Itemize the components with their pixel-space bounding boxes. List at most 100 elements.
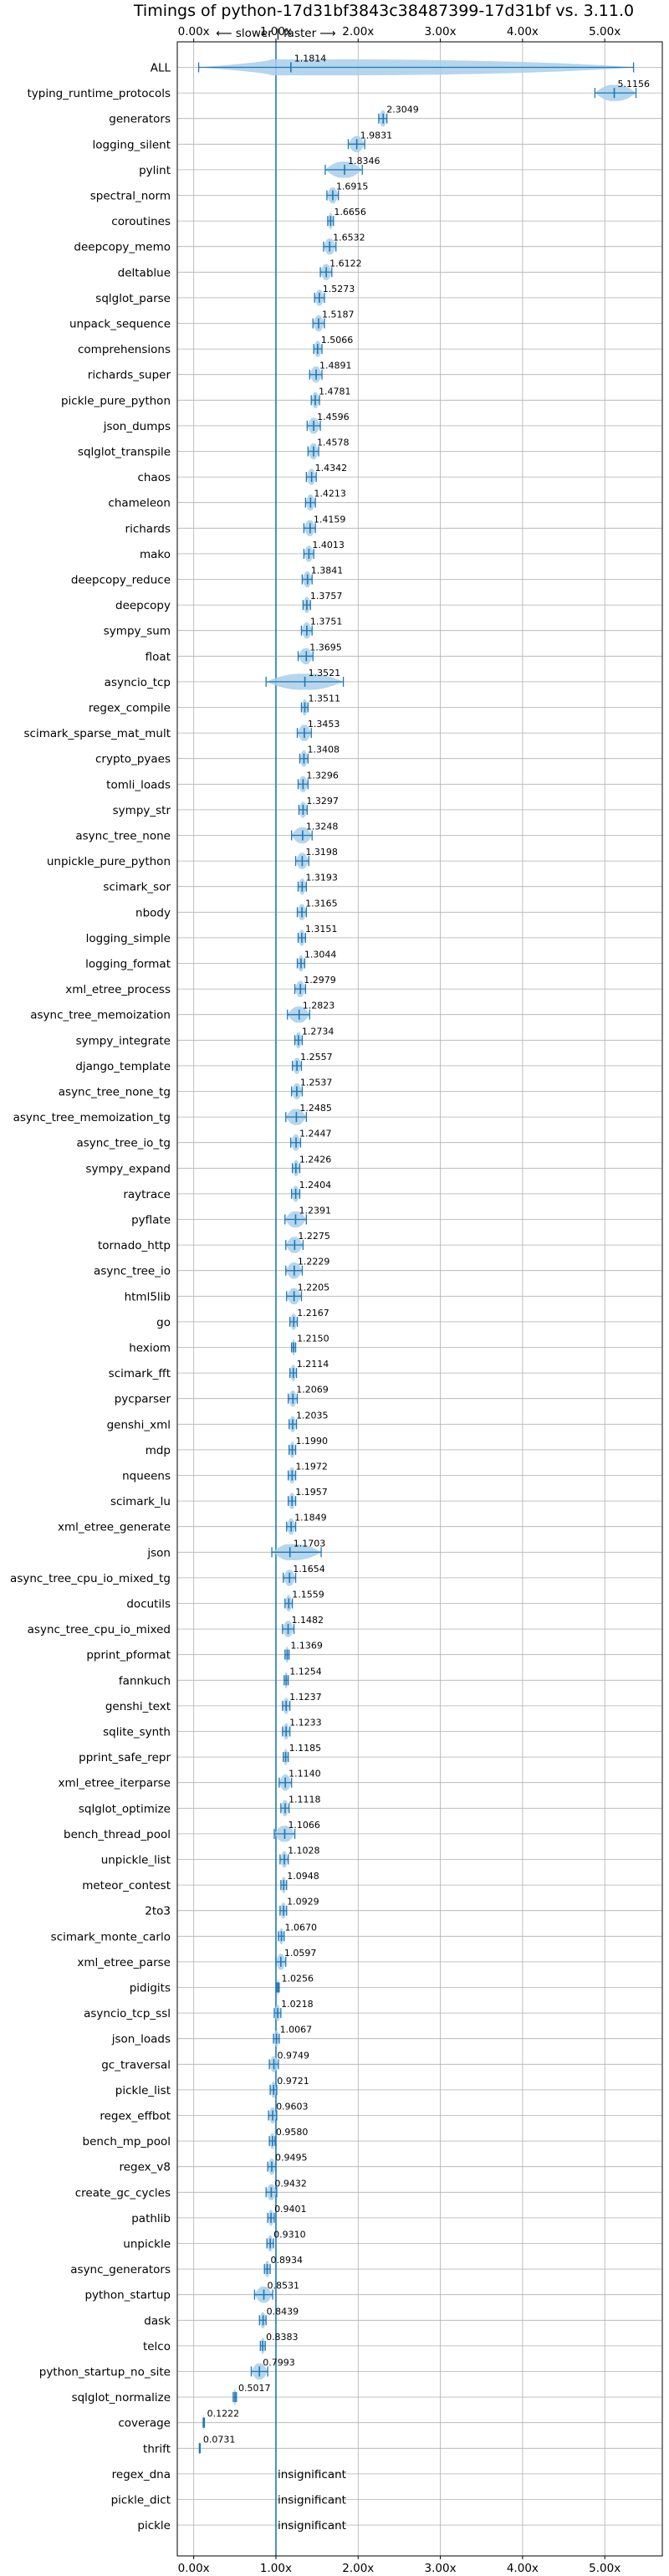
benchmark-name: unpickle <box>123 2238 171 2251</box>
median-value-label: 1.0067 <box>280 2025 313 2036</box>
median-value-label: 1.0597 <box>284 1948 317 1959</box>
violin-meteor_contest <box>280 1877 288 1893</box>
violin-xml_etree_generate <box>286 1518 297 1535</box>
median-value-label: 1.2404 <box>299 1180 332 1191</box>
violin-pyflate <box>284 1211 307 1228</box>
benchmark-name: comprehensions <box>78 343 171 356</box>
median-value-label: 1.2557 <box>300 1052 333 1063</box>
benchmark-name: pickle_pure_python <box>61 394 171 407</box>
median-value-label: 1.2167 <box>297 1308 329 1319</box>
median-value-label: 0.8439 <box>267 2306 299 2317</box>
median-value-label: 0.9401 <box>274 2204 307 2215</box>
violin-xml_etree_process <box>294 981 307 997</box>
violin-nbody <box>296 904 307 920</box>
benchmark-name: raytrace <box>123 1188 171 1201</box>
violin-sqlglot_transpile <box>307 443 319 460</box>
benchmark-name: sympy_expand <box>85 1162 171 1175</box>
violin-thrift <box>198 2440 201 2456</box>
benchmark-name: unpack_sequence <box>69 318 171 331</box>
benchmark-name: unpickle_list <box>101 1854 171 1867</box>
median-value-label: 5.1156 <box>618 79 651 90</box>
violin-dask <box>258 2312 267 2328</box>
benchmark-name: pprint_pformat <box>86 1649 171 1662</box>
median-value-label: 1.1118 <box>289 1794 321 1805</box>
benchmark-name: async_tree_none <box>75 830 171 843</box>
benchmark-name: docutils <box>126 1598 171 1611</box>
median-value-label: 1.1990 <box>296 1436 329 1447</box>
benchmark-name: async_tree_none_tg <box>59 1086 171 1099</box>
benchmark-name: logging_format <box>85 958 171 971</box>
violin-sqlglot_parse <box>314 289 325 306</box>
median-value-label: 1.3193 <box>305 873 338 883</box>
benchmark-name: python_startup <box>84 2289 171 2302</box>
benchmark-name: async_tree_io_tg <box>76 1137 171 1150</box>
median-value-label: 1.2035 <box>296 1410 329 1421</box>
violin-sqlglot_optimize <box>280 1800 290 1816</box>
benchmark-name: chaos <box>137 471 171 484</box>
median-value-label: 1.1028 <box>288 1846 320 1856</box>
median-value-label: 1.4781 <box>319 386 351 397</box>
x-axis-top-ticks: 0.00x 1.00x 2.00x 3.00x 4.00x 5.00x <box>178 25 620 42</box>
violin-python_startup_no_site <box>250 2363 268 2380</box>
benchmark-name: asyncio_tcp <box>105 676 171 689</box>
violin-regex_v8 <box>267 2159 277 2175</box>
violin-async_tree_none_tg <box>290 1083 304 1100</box>
violin-logging_silent <box>347 136 365 152</box>
x-tick-label-top: 5.00x <box>589 25 620 38</box>
median-value-label: 0.8934 <box>270 2255 303 2266</box>
median-value-label: 1.4342 <box>315 463 348 474</box>
median-value-label: 1.3453 <box>308 719 340 730</box>
median-value-label: 1.2979 <box>304 975 336 986</box>
violin-python_startup <box>253 2287 273 2303</box>
median-value-label: 0.9603 <box>276 2102 309 2113</box>
median-value-label: 1.2069 <box>296 1385 329 1396</box>
violin-spectral_norm <box>326 187 340 204</box>
median-value-label: 1.3757 <box>310 591 343 602</box>
violin-json_dumps <box>306 417 321 434</box>
violin-django_template <box>291 1058 303 1074</box>
violin-coroutines <box>327 213 334 229</box>
violin-xml_etree_iterparse <box>278 1775 293 1791</box>
insignificant-label: insignificant <box>278 2468 346 2481</box>
median-value-label: 0.9749 <box>277 2050 309 2061</box>
x-tick-label-top: 4.00x <box>507 25 539 38</box>
median-value-label: 1.1972 <box>295 1462 328 1472</box>
violin-pidigits <box>276 1979 280 1996</box>
benchmark-name: tornado_http <box>98 1239 171 1252</box>
benchmark-name: telco <box>143 2340 171 2353</box>
median-value-label: 1.2537 <box>300 1078 333 1088</box>
median-value-label: 1.4159 <box>314 514 346 525</box>
violin-scimark_monte_carlo <box>278 1928 285 1944</box>
median-value-label: 1.1703 <box>294 1538 326 1549</box>
median-value-label: 1.3841 <box>311 566 344 576</box>
benchmark-name: create_gc_cycles <box>75 2186 171 2200</box>
median-value-label: 1.2447 <box>299 1129 332 1139</box>
median-value-label: 1.1233 <box>289 1718 322 1728</box>
violin-sympy_sum <box>300 622 313 639</box>
benchmark-name: pycparser <box>115 1393 171 1406</box>
violin-regex_effbot <box>268 2107 278 2124</box>
median-value-label: 0.9580 <box>276 2127 309 2138</box>
benchmark-name: richards_super <box>88 369 171 382</box>
median-value-label: 1.3695 <box>309 642 342 653</box>
median-value-label: 1.3408 <box>307 745 340 755</box>
median-value-label: 1.2823 <box>303 1001 335 1011</box>
median-value-label: 1.1482 <box>292 1615 324 1626</box>
benchmark-name: thrift <box>143 2442 171 2456</box>
violin-deepcopy <box>302 597 311 613</box>
x-tick-label-bottom: 4.00x <box>507 2562 539 2575</box>
benchmark-name: scimark_fft <box>109 1367 171 1380</box>
benchmark-name: typing_runtime_protocols <box>28 87 171 100</box>
benchmark-name: nqueens <box>122 1470 171 1483</box>
benchmark-name: nbody <box>135 906 171 919</box>
benchmark-name: deltablue <box>118 266 171 279</box>
benchmark-name: xml_etree_generate <box>58 1521 171 1534</box>
benchmark-name: pylint <box>139 164 171 177</box>
median-value-label: 1.3751 <box>310 617 343 627</box>
benchmark-name: spectral_norm <box>90 190 171 203</box>
median-value-label: 1.4013 <box>312 540 345 551</box>
median-value-label: 1.1559 <box>292 1590 324 1600</box>
violin-docutils <box>284 1595 294 1612</box>
benchmark-name: scimark_monte_carlo <box>51 1930 171 1944</box>
median-value-label: 1.1140 <box>289 1769 321 1780</box>
